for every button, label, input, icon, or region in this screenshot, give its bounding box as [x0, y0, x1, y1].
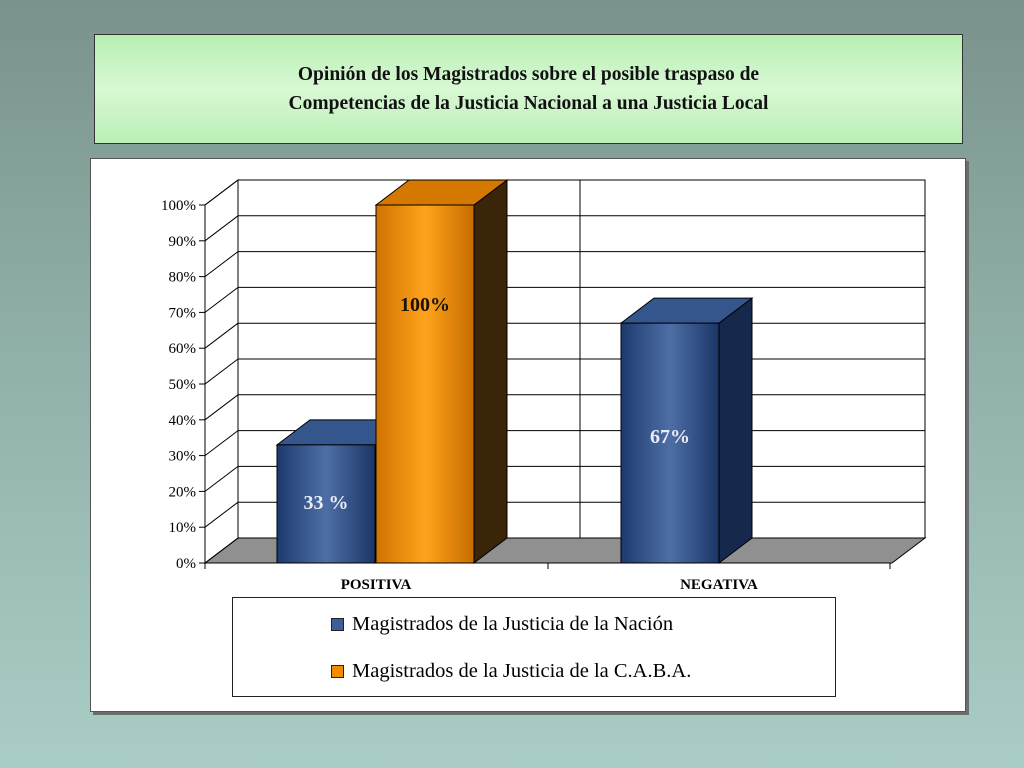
- y-tick-label: 80%: [169, 270, 197, 286]
- bar-side: [718, 297, 753, 565]
- gridline-side: [204, 287, 239, 313]
- gridline-side: [204, 430, 239, 456]
- y-tick-label: 10%: [169, 520, 197, 536]
- chart-title-line-2: Competencias de la Justicia Nacional a u…: [288, 93, 769, 114]
- y-tick-label: 70%: [169, 305, 197, 321]
- y-tick-label: 30%: [169, 449, 197, 465]
- bar-side: [473, 178, 508, 565]
- gridline-side: [204, 215, 239, 242]
- bar-data-label: 33 %: [304, 492, 349, 514]
- x-category-label: NEGATIVA: [680, 577, 758, 593]
- legend-label-nacion: Magistrados de la Justicia de la Nación: [352, 613, 674, 635]
- legend: Magistrados de la Justicia de la Nación …: [232, 597, 836, 697]
- gridline-side: [204, 358, 239, 385]
- bar: [276, 444, 376, 564]
- y-tick-label: 100%: [161, 198, 196, 214]
- y-tick-label: 20%: [169, 484, 197, 500]
- y-tick-label: 40%: [169, 413, 197, 429]
- legend-item-caba: Magistrados de la Justicia de la C.A.B.A…: [331, 660, 691, 683]
- bar-data-label: 67%: [650, 426, 690, 448]
- y-tick-label: 60%: [169, 341, 197, 357]
- gridline-side: [204, 501, 239, 528]
- legend-swatch-caba: [331, 665, 344, 678]
- gridline-side: [204, 322, 239, 349]
- bar: [620, 322, 720, 564]
- x-category-label: POSITIVA: [341, 577, 412, 593]
- y-tick-label: 0%: [176, 556, 196, 572]
- legend-swatch-nacion: [331, 618, 344, 631]
- gridline-side: [204, 394, 239, 421]
- legend-label-caba: Magistrados de la Justicia de la C.A.B.A…: [352, 660, 692, 682]
- bar: [375, 204, 475, 564]
- bar-data-label: 100%: [400, 294, 450, 316]
- gridline-side: [204, 179, 239, 206]
- y-tick-label: 50%: [169, 377, 197, 393]
- chart-title-line-1: Opinión de los Magistrados sobre el posi…: [297, 64, 760, 85]
- gridline-side: [204, 537, 239, 564]
- y-tick-label: 90%: [169, 234, 197, 250]
- chart-title-box: Opinión de los Magistrados sobre el posi…: [94, 34, 963, 144]
- gridline-side: [204, 251, 239, 277]
- gridline-side: [204, 466, 239, 492]
- legend-item-nacion: Magistrados de la Justicia de la Nación: [331, 613, 673, 636]
